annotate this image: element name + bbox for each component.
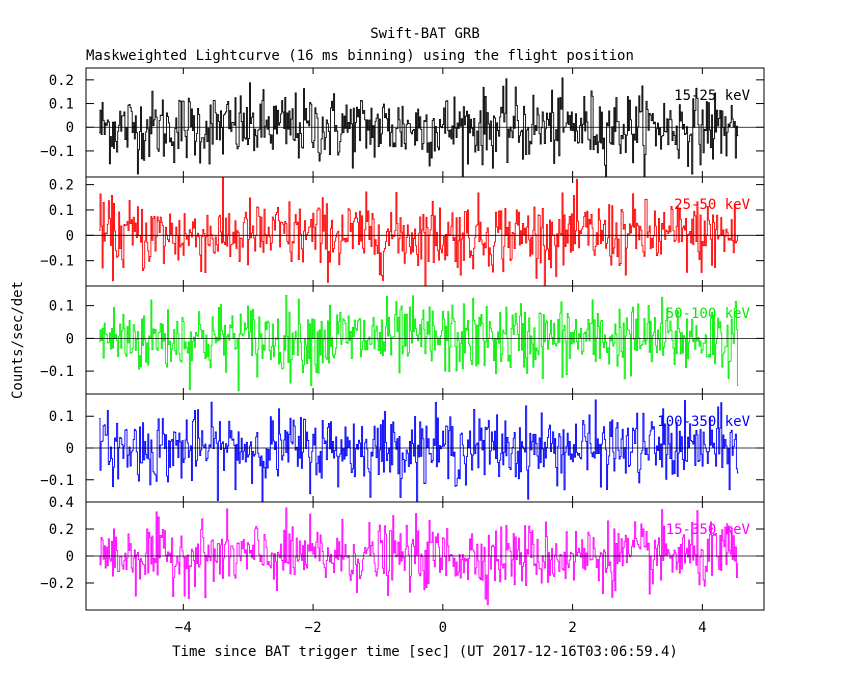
y-tick-label-25-50-kev: −0.1 — [40, 254, 74, 270]
x-tick-label: 4 — [698, 620, 706, 636]
y-axis-label: Counts/sec/det — [10, 281, 26, 399]
y-tick-label-100-350-kev: 0 — [66, 441, 74, 457]
x-tick-label: 0 — [439, 620, 447, 636]
panel-100-350-kev: −0.1 0 0.1 100-350 keV — [40, 393, 765, 503]
panel-25-50-kev: −0.1 0 0.1 0.2 25-50 keV — [40, 176, 765, 287]
panel-legend-50-100-kev: 50-100 keV — [666, 306, 751, 322]
y-tick-label-100-350-kev: −0.1 — [40, 473, 74, 489]
y-tick-label-50-100-kev: −0.1 — [40, 364, 74, 380]
chart-title: Swift-BAT GRB — [370, 26, 480, 42]
y-tick-label-50-100-kev: 0.1 — [49, 299, 74, 315]
panel-legend-15-350-kev: 15-350 keV — [666, 522, 751, 538]
panel-50-100-kev: −0.1 0 0.1 50-100 keV — [40, 285, 765, 395]
x-tick-label: −2 — [305, 620, 322, 636]
y-tick-label-25-50-kev: 0 — [66, 228, 74, 244]
chart-subtitle: Maskweighted Lightcurve (16 ms binning) … — [86, 48, 634, 64]
series-line-50-100-kev — [99, 294, 739, 392]
y-tick-label-15-25-kev: −0.1 — [40, 144, 74, 160]
panel-legend-100-350-kev: 100-350 keV — [657, 414, 750, 430]
y-tick-label-50-100-kev: 0 — [66, 331, 74, 347]
y-tick-label-15-350-kev: 0.2 — [49, 522, 74, 538]
x-tick-label: 2 — [568, 620, 576, 636]
panel-legend-15-25-kev: 15-25 keV — [674, 88, 750, 104]
x-axis-label: Time since BAT trigger time [sec] (UT 20… — [172, 644, 678, 660]
series-line-25-50-kev — [99, 176, 739, 287]
y-tick-label-15-350-kev: 0 — [66, 549, 74, 565]
panel-15-350-kev: −0.2 0 0.2 0.4 15-350 keV — [40, 495, 765, 611]
panels-group: −0.1 0 0.1 0.2 15-25 keV −0.1 0 0.1 0.2 25-50 keV… — [40, 67, 765, 636]
series-line-15-25-kev — [99, 77, 739, 178]
y-tick-label-15-25-kev: 0.1 — [49, 97, 74, 113]
x-tick-label: −4 — [175, 620, 192, 636]
series-line-100-350-kev — [99, 399, 739, 503]
series-line-15-350-kev — [99, 507, 739, 606]
y-tick-label-100-350-kev: 0.1 — [49, 409, 74, 425]
y-tick-label-15-350-kev: 0.4 — [49, 495, 74, 511]
panel-15-25-kev: −0.1 0 0.1 0.2 15-25 keV — [40, 67, 765, 178]
y-tick-label-15-25-kev: 0.2 — [49, 73, 74, 89]
y-tick-label-15-25-kev: 0 — [66, 120, 74, 136]
panel-legend-25-50-kev: 25-50 keV — [674, 197, 750, 213]
y-tick-label-25-50-kev: 0.2 — [49, 178, 74, 194]
y-tick-label-15-350-kev: −0.2 — [40, 576, 74, 592]
panel-frame-15-25-kev — [85, 67, 765, 178]
y-tick-label-25-50-kev: 0.1 — [49, 203, 74, 219]
